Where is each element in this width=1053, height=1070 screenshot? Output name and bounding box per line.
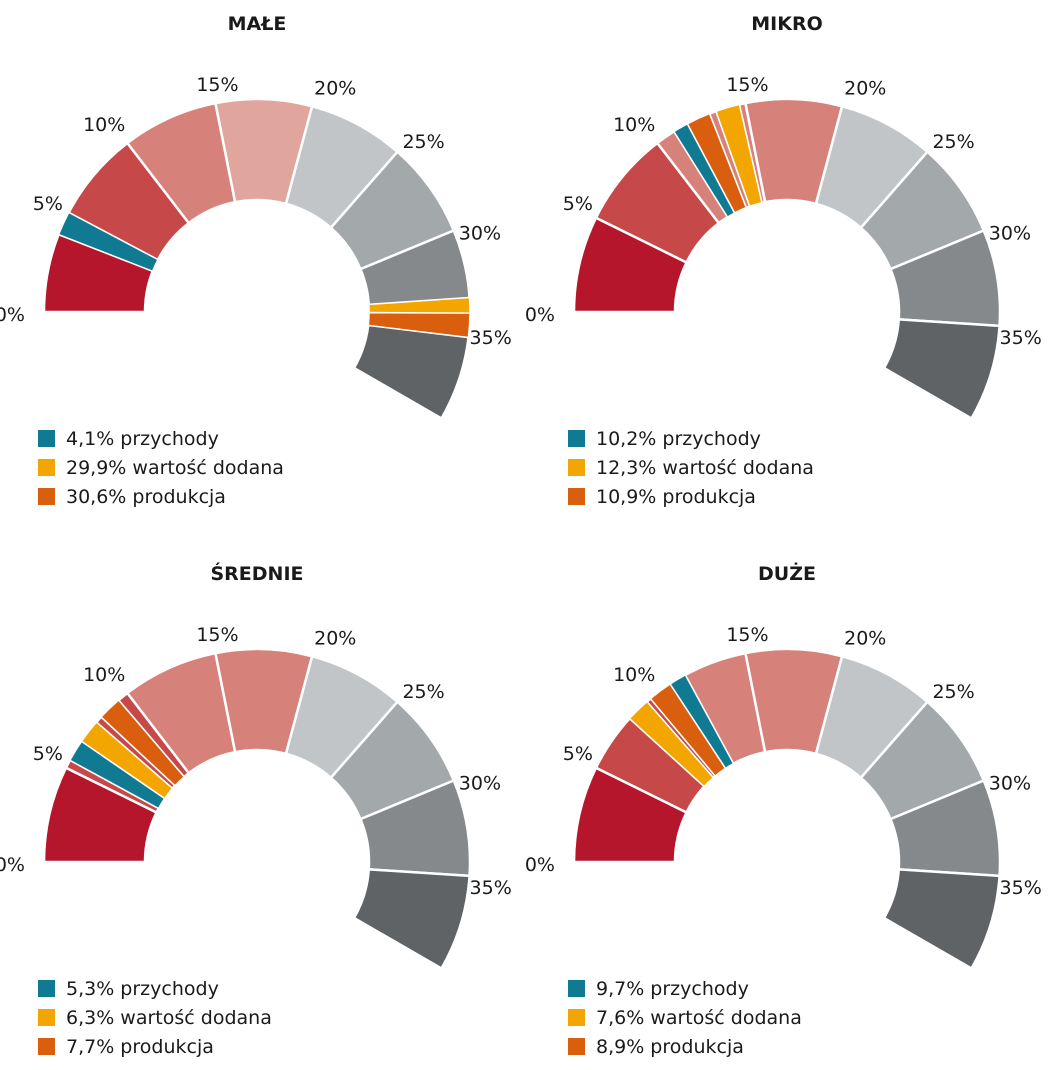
legend-label: 4,1% przychody <box>66 428 219 450</box>
tick-label: 25% <box>932 681 974 703</box>
legend-label: 6,3% wartość dodana <box>66 1007 272 1029</box>
tick-label: 25% <box>932 131 974 153</box>
tick-label: 5% <box>563 743 593 765</box>
tick-label: 10% <box>613 114 655 136</box>
tick-label: 30% <box>989 772 1031 794</box>
legend-swatch <box>38 980 55 997</box>
tick-label: 0% <box>525 304 555 326</box>
legend-item: 10,2% przychody <box>568 424 814 453</box>
tick-label: 5% <box>33 743 63 765</box>
legend-item: 5,3% przychody <box>38 974 272 1003</box>
legend-swatch <box>568 488 585 505</box>
legend-item: 7,6% wartość dodana <box>568 1003 802 1032</box>
tick-label: 5% <box>563 193 593 215</box>
gauge-panel: DUŻE 0% 5% 10% 15% 20% 25% 30% 35% 9,7% przychody… <box>530 550 1053 1070</box>
legend-label: 7,7% produkcja <box>66 1036 214 1058</box>
gauge-band <box>884 319 1000 418</box>
gauge-band <box>354 869 470 968</box>
legend-swatch <box>38 1009 55 1026</box>
tick-label: 15% <box>726 624 768 646</box>
tick-label: 35% <box>1000 327 1042 349</box>
tick-label: 20% <box>314 77 356 99</box>
tick-label: 10% <box>613 664 655 686</box>
tick-label: 25% <box>402 131 444 153</box>
tick-label: 10% <box>83 114 125 136</box>
legend-swatch <box>38 430 55 447</box>
legend-item: 6,3% wartość dodana <box>38 1003 272 1032</box>
legend-swatch <box>38 488 55 505</box>
legend-label: 7,6% wartość dodana <box>596 1007 802 1029</box>
legend-swatch <box>568 980 585 997</box>
legend-swatch <box>568 430 585 447</box>
tick-label: 20% <box>844 77 886 99</box>
gauge-band <box>884 869 1000 968</box>
legend-label: 9,7% przychody <box>596 978 749 1000</box>
tick-label: 10% <box>83 664 125 686</box>
tick-label: 25% <box>402 681 444 703</box>
tick-label: 15% <box>196 624 238 646</box>
legend-swatch <box>38 459 55 476</box>
tick-label: 15% <box>196 74 238 96</box>
tick-label: 15% <box>726 74 768 96</box>
chart-title: ŚREDNIE <box>210 561 303 585</box>
legend-item: 12,3% wartość dodana <box>568 453 814 482</box>
legend-label: 29,9% wartość dodana <box>66 457 284 479</box>
tick-label: 35% <box>1000 877 1042 899</box>
gauge-panel: MAŁE 0% 5% 10% 15% 20% 25% 30% 35% 4,1% przychody… <box>0 0 526 520</box>
tick-label: 35% <box>470 877 512 899</box>
legend: 5,3% przychody 6,3% wartość dodana 7,7% pr… <box>38 974 272 1061</box>
legend-item: 29,9% wartość dodana <box>38 453 284 482</box>
tick-label: 20% <box>314 627 356 649</box>
legend-label: 8,9% produkcja <box>596 1036 744 1058</box>
tick-label: 0% <box>0 304 25 326</box>
legend-item: 9,7% przychody <box>568 974 802 1003</box>
tick-label: 30% <box>459 772 501 794</box>
legend-item: 8,9% produkcja <box>568 1032 802 1061</box>
gauge-panel: ŚREDNIE 0% 5% 10% 15% 20% 25% 30% 35% 5,3% przych… <box>0 550 526 1070</box>
chart-title: MAŁE <box>228 13 287 35</box>
legend-swatch <box>568 459 585 476</box>
legend: 9,7% przychody 7,6% wartość dodana 8,9% pr… <box>568 974 802 1061</box>
legend-item: 7,7% produkcja <box>38 1032 272 1061</box>
tick-label: 0% <box>0 854 25 876</box>
tick-label: 35% <box>470 327 512 349</box>
tick-label: 20% <box>844 627 886 649</box>
tick-label: 30% <box>459 222 501 244</box>
legend-item: 10,9% produkcja <box>568 482 814 511</box>
legend-label: 30,6% produkcja <box>66 486 226 508</box>
legend-label: 5,3% przychody <box>66 978 219 1000</box>
chart-title: MIKRO <box>751 13 822 35</box>
legend-swatch <box>568 1009 585 1026</box>
legend: 4,1% przychody 29,9% wartość dodana 30,6% … <box>38 424 284 511</box>
tick-label: 5% <box>33 193 63 215</box>
legend-item: 30,6% produkcja <box>38 482 284 511</box>
chart-title: DUŻE <box>758 561 816 585</box>
legend-label: 12,3% wartość dodana <box>596 457 814 479</box>
tick-label: 30% <box>989 222 1031 244</box>
tick-label: 0% <box>525 854 555 876</box>
legend: 10,2% przychody 12,3% wartość dodana 10,9%… <box>568 424 814 511</box>
legend-label: 10,2% przychody <box>596 428 761 450</box>
legend-item: 4,1% przychody <box>38 424 284 453</box>
legend-label: 10,9% produkcja <box>596 486 756 508</box>
gauge-panel: MIKRO 0% 5% 10% 15% 20% 25% 30% 35% 10,2% przycho… <box>530 0 1053 520</box>
